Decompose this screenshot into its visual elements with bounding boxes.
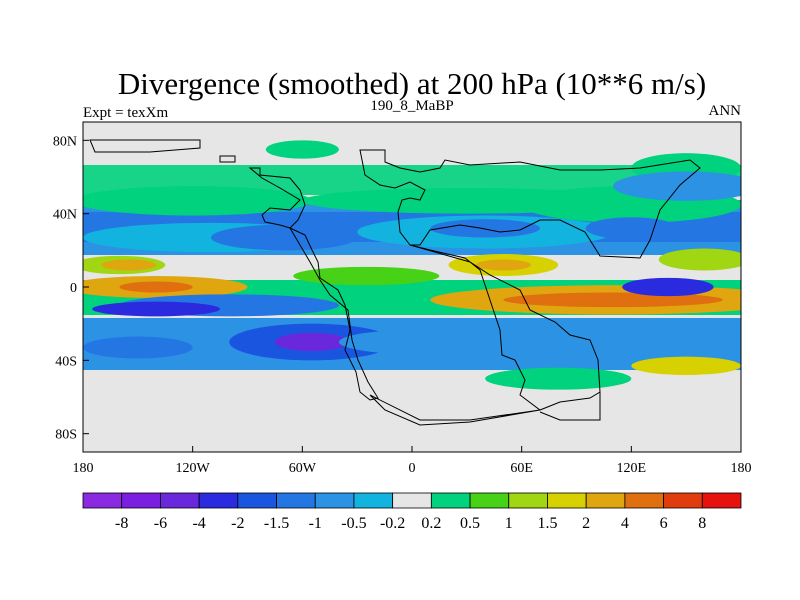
field-blob-16	[293, 266, 440, 286]
colorbar-swatch-13	[585, 492, 626, 509]
colorbar-swatch-0	[82, 492, 123, 509]
field-blob-6	[210, 224, 358, 251]
north-america-arctic-outline	[89, 139, 201, 153]
field-blob-21	[622, 277, 714, 297]
field-blob-25	[274, 332, 349, 352]
field-blob-28	[631, 356, 741, 375]
colorbar-swatch-11	[508, 492, 548, 509]
colorbar-label-15: 8	[698, 515, 706, 532]
band-sh-midlat-neutral	[83, 370, 741, 400]
field-blob-29	[485, 367, 632, 390]
colorbar-swatch-7	[353, 492, 394, 509]
colorbar-swatch-2	[160, 492, 200, 509]
x-tick-label-1: 120W	[176, 461, 211, 476]
field-blob-14	[475, 259, 531, 271]
field-blob-8	[430, 219, 540, 238]
field-blobs	[83, 140, 741, 390]
x-tick-label-5: 120E	[617, 461, 647, 476]
colorbar-label-4: -1.5	[264, 515, 289, 532]
colorbar-label-3: -2	[231, 515, 244, 532]
field-blob-4	[265, 140, 339, 159]
period-label: 190_8_MaBP	[370, 98, 453, 114]
colorbar: -8 -6 -4 -2 -1.5 -1 -0.5 -0.2 0.2 0.5 1 1.5 2 4 6 8	[82, 492, 742, 532]
y-tick-label-0: 80N	[53, 134, 77, 149]
y-tick-label-2: 0	[70, 281, 77, 296]
field-blob-27	[83, 336, 193, 359]
colorbar-label-10: 1	[505, 515, 513, 532]
field-blob-18	[119, 281, 193, 293]
x-tick-label-2: 60W	[289, 461, 317, 476]
colorbar-swatch-3	[198, 492, 239, 509]
season-label: ANN	[709, 103, 742, 119]
colorbar-label-12: 2	[582, 515, 590, 532]
colorbar-label-9: 0.5	[460, 515, 480, 532]
colorbar-label-0: -8	[115, 515, 128, 532]
map-field	[83, 122, 741, 452]
continent-outlines	[89, 139, 701, 426]
x-tick-label-3: 0	[409, 461, 416, 476]
x-tick-label-0: 180	[73, 461, 94, 476]
field-blob-10	[613, 171, 741, 201]
colorbar-swatch-8	[392, 492, 432, 509]
y-tick-label-4: 80S	[55, 428, 77, 443]
colorbar-swatch-1	[121, 492, 161, 509]
colorbar-label-13: 4	[621, 515, 629, 532]
colorbar-label-2: -4	[192, 515, 205, 532]
field-blob-26	[338, 329, 522, 355]
field-blob-0	[83, 186, 312, 216]
colorbar-label-8: 0.2	[421, 515, 441, 532]
antarctica-outline	[369, 394, 541, 426]
colorbar-swatch-15	[663, 492, 703, 509]
chart-title: Divergence (smoothed) at 200 hPa (10**6 …	[118, 66, 706, 101]
y-tick-label-1: 40N	[53, 208, 77, 223]
colorbar-swatch-14	[624, 492, 664, 509]
colorbar-swatch-4	[237, 492, 277, 509]
colorbar-label-6: -0.5	[341, 515, 366, 532]
x-tick-label-6: 180	[731, 461, 752, 476]
colorbar-swatch-6	[314, 492, 355, 509]
north-america-outline	[248, 167, 306, 229]
colorbar-label-7: -0.2	[380, 515, 405, 532]
colorbar-label-5: -1	[309, 515, 322, 532]
x-tick-label-4: 60E	[510, 461, 533, 476]
experiment-label: Expt = texXm	[83, 105, 168, 121]
colorbar-label-11: 1.5	[537, 515, 557, 532]
africa-outline	[409, 244, 601, 411]
field-blob-12	[101, 259, 157, 271]
colorbar-label-14: 6	[660, 515, 668, 532]
field-blob-15	[658, 248, 741, 271]
y-tick-label-3: 40S	[55, 354, 77, 369]
colorbar-swatch-10	[469, 492, 510, 509]
colorbar-swatch-12	[547, 492, 587, 509]
eurasia-outline	[359, 149, 701, 259]
colorbar-swatch-9	[430, 492, 471, 509]
south-america-outline	[288, 226, 379, 401]
south-polar-segment	[539, 392, 601, 421]
colorbar-label-1: -6	[154, 515, 167, 532]
field-blob-9	[585, 217, 678, 240]
field-blob-23	[92, 301, 221, 317]
colorbar-swatch-16	[701, 492, 742, 509]
axis-ticks: 180 120W 60W 0 60E 120E 180 80N 40N 0 40S 80S	[53, 134, 752, 476]
greenland-small-outline	[219, 155, 236, 163]
colorbar-swatch-5	[276, 492, 316, 509]
